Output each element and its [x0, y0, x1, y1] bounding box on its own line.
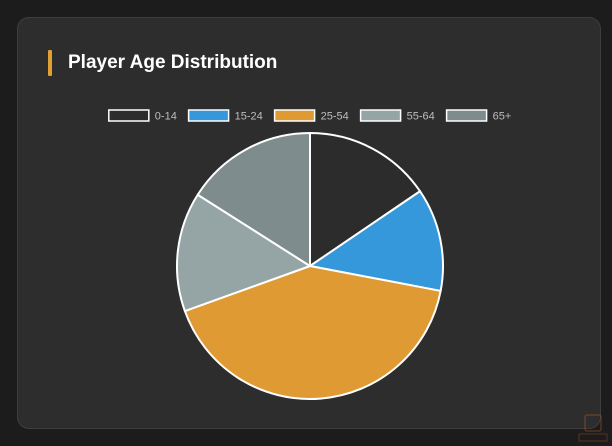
legend-label: 65+	[493, 111, 512, 123]
chart-card: Player Age Distribution 0-14 15-24 25-54 55…	[17, 17, 601, 429]
pie-slice-15-24[interactable]	[309, 190, 444, 292]
title-accent-bar	[48, 50, 52, 76]
legend-label: 55-64	[407, 111, 435, 123]
legend-swatch	[445, 109, 488, 122]
legend-swatch	[359, 109, 402, 122]
pie-slice-55-64[interactable]	[176, 193, 311, 313]
legend-label: 25-54	[321, 111, 349, 123]
legend-item-0-14[interactable]: 0-14	[108, 109, 177, 123]
legend-item-55-64[interactable]: 55-64	[359, 109, 435, 123]
chart-title: Player Age Distribution	[68, 52, 278, 73]
pie-chart: 0-14 15-24 25-54 55-64 65+	[108, 109, 512, 400]
legend-label: 15-24	[235, 111, 263, 123]
legend-label: 0-14	[155, 111, 177, 123]
legend-swatch	[187, 109, 230, 122]
legend-item-25-54[interactable]: 25-54	[273, 109, 349, 123]
legend-item-65+[interactable]: 65+	[445, 109, 512, 123]
pie-slice-65+[interactable]	[196, 132, 311, 267]
pie-slice-0-14[interactable]	[309, 132, 421, 267]
legend-swatch	[108, 109, 150, 122]
pie-slice-25-54[interactable]	[183, 265, 442, 400]
legend-swatch	[273, 109, 316, 122]
logo-watermark	[578, 414, 608, 442]
legend-item-15-24[interactable]: 15-24	[187, 109, 263, 123]
